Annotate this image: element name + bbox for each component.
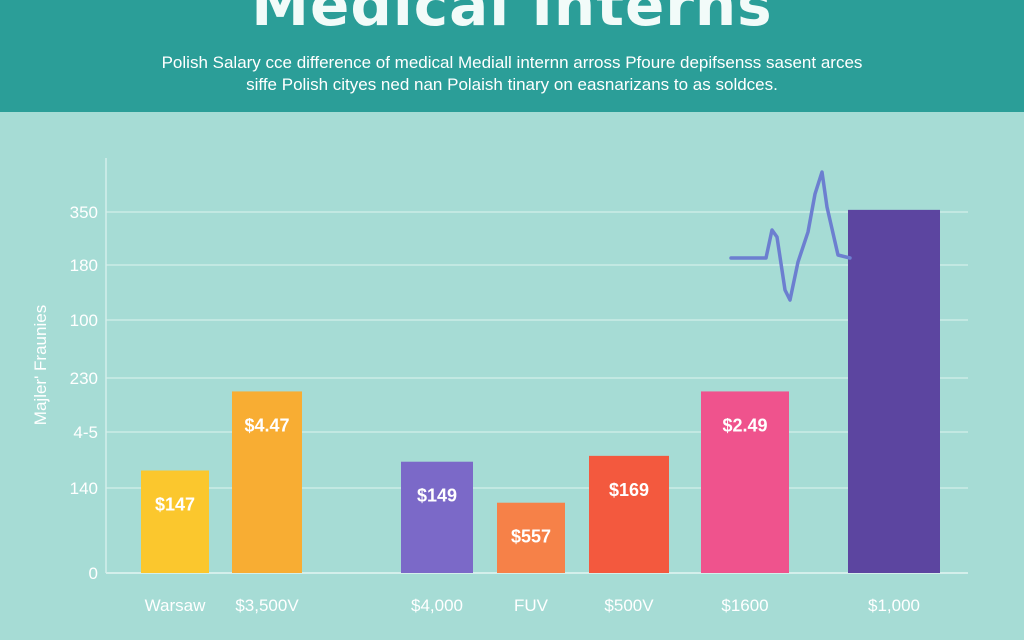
y-axis-title: Majler' Fraunies	[31, 305, 50, 425]
y-tick-label: 350	[70, 203, 98, 222]
bar	[701, 391, 789, 573]
bar	[232, 391, 302, 573]
y-tick-label: 140	[70, 479, 98, 498]
x-tick-label: $1600	[721, 596, 768, 615]
bar-chart: 350 180 100 230 4-5 140 0 Majler' Fraunies $147 W…	[31, 158, 968, 615]
bar-data-label: $169	[609, 480, 649, 500]
chart-subtitle: Polish Salary cce difference of medical …	[161, 53, 863, 94]
bar-data-label: $147	[155, 495, 195, 515]
bar	[848, 209, 940, 573]
y-tick-label: 180	[70, 256, 98, 275]
bar	[141, 470, 209, 573]
y-tick-label: 100	[70, 311, 98, 330]
y-tick-label: 0	[89, 564, 98, 583]
bar	[401, 461, 473, 573]
x-tick-label: $1,000	[868, 596, 920, 615]
bar-data-label: $149	[417, 486, 457, 506]
x-tick-label: $4,000	[411, 596, 463, 615]
x-tick-label: $3,500V	[235, 596, 299, 615]
bar	[589, 455, 669, 573]
bar	[497, 502, 565, 573]
x-tick-label: Warsaw	[145, 596, 206, 615]
y-tick-label: 230	[70, 369, 98, 388]
header-banner: Medical Interns Polish Salary cce differ…	[0, 0, 1024, 112]
bar-data-label: $2.49	[722, 415, 767, 435]
bar-data-label: $4.47	[244, 415, 289, 435]
x-tick-label: $500V	[604, 596, 654, 615]
x-tick-label: FUV	[514, 596, 549, 615]
chart-title: Medical Interns	[251, 0, 773, 39]
heartbeat-line-icon	[729, 170, 852, 302]
bar-data-label: $557	[511, 527, 551, 547]
y-tick-label: 4-5	[73, 423, 98, 442]
